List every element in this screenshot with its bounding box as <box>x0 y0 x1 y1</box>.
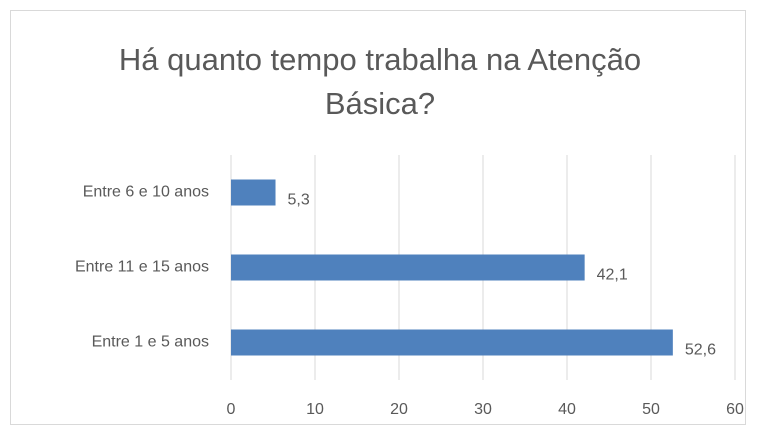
x-tick-label: 50 <box>642 401 660 418</box>
x-tick-label: 60 <box>726 401 744 418</box>
y-tick-label: Entre 11 e 15 anos <box>75 259 209 276</box>
bar <box>231 329 673 356</box>
bar <box>231 254 585 281</box>
y-tick-label: Entre 1 e 5 anos <box>92 334 209 351</box>
value-label: 52,6 <box>685 342 716 359</box>
x-tick-label: 30 <box>474 401 492 418</box>
value-label: 42,1 <box>597 267 628 284</box>
bar <box>231 179 276 206</box>
value-label: 5,3 <box>288 192 310 209</box>
x-tick-label: 0 <box>227 401 236 418</box>
chart-border <box>10 10 746 425</box>
x-tick-label: 20 <box>390 401 408 418</box>
x-tick-label: 40 <box>558 401 576 418</box>
chart-title: Há quanto tempo trabalha na Atenção Bási… <box>118 42 642 121</box>
y-tick-label: Entre 6 e 10 anos <box>83 184 209 201</box>
x-tick-label: 10 <box>306 401 324 418</box>
